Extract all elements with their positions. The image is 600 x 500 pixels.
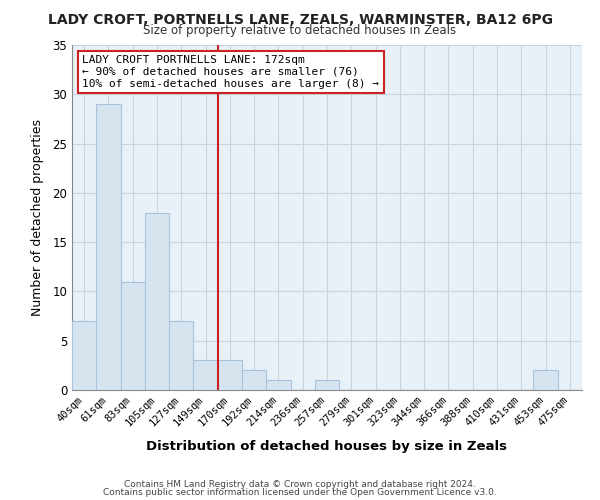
X-axis label: Distribution of detached houses by size in Zeals: Distribution of detached houses by size … xyxy=(146,440,508,452)
Bar xyxy=(72,321,96,390)
Text: Size of property relative to detached houses in Zeals: Size of property relative to detached ho… xyxy=(143,24,457,37)
Bar xyxy=(315,380,339,390)
Bar xyxy=(121,282,145,390)
Text: Contains HM Land Registry data © Crown copyright and database right 2024.: Contains HM Land Registry data © Crown c… xyxy=(124,480,476,489)
Bar xyxy=(96,104,121,390)
Bar xyxy=(169,321,193,390)
Bar xyxy=(193,360,218,390)
Text: LADY CROFT PORTNELLS LANE: 172sqm
← 90% of detached houses are smaller (76)
10% : LADY CROFT PORTNELLS LANE: 172sqm ← 90% … xyxy=(82,56,379,88)
Bar xyxy=(218,360,242,390)
Text: LADY CROFT, PORTNELLS LANE, ZEALS, WARMINSTER, BA12 6PG: LADY CROFT, PORTNELLS LANE, ZEALS, WARMI… xyxy=(47,12,553,26)
Bar xyxy=(533,370,558,390)
Bar xyxy=(145,212,169,390)
Bar xyxy=(266,380,290,390)
Bar xyxy=(242,370,266,390)
Text: Contains public sector information licensed under the Open Government Licence v3: Contains public sector information licen… xyxy=(103,488,497,497)
Y-axis label: Number of detached properties: Number of detached properties xyxy=(31,119,44,316)
